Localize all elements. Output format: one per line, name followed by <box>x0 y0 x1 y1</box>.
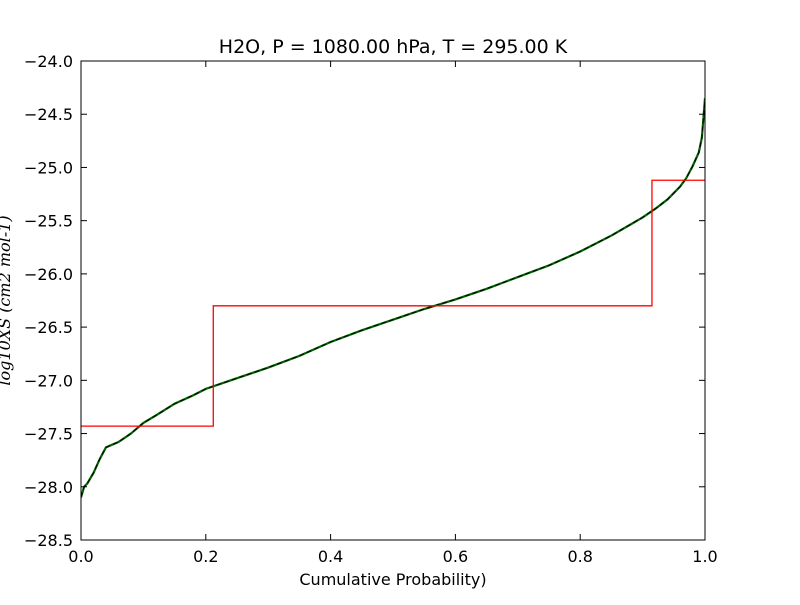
x-tick-label: 0.0 <box>68 547 93 566</box>
y-tick-label: −27.5 <box>24 425 73 444</box>
y-axis-title: log10XS (cm2 mol-1) <box>0 215 14 385</box>
series-step-1 <box>81 179 705 427</box>
y-tick-label: −28.5 <box>24 531 73 550</box>
y-tick-label: −28.0 <box>24 478 73 497</box>
x-axis-ticks: 0.0 0.2 0.4 0.6 0.8 1.0 <box>68 61 718 566</box>
x-tick-label: 1.0 <box>692 547 717 566</box>
y-tick-label: −27.0 <box>24 371 73 390</box>
y-tick-label: −24.5 <box>24 105 73 124</box>
x-tick-label: 0.2 <box>193 547 218 566</box>
plot-area <box>80 60 706 541</box>
series-line-0-overlay <box>81 98 705 498</box>
y-axis-ticks: −24.0 −24.5 −25.0 −25.5 −26.0 −26.5 −27.0 −27.5… <box>24 52 705 550</box>
y-tick-label: −26.5 <box>24 318 73 337</box>
x-tick-label: 0.4 <box>318 547 343 566</box>
x-axis-title: Cumulative Probability) <box>299 570 486 589</box>
y-tick-label: −24.0 <box>24 52 73 71</box>
series-line-0 <box>81 98 705 498</box>
y-tick-label: −25.5 <box>24 212 73 231</box>
plot-frame <box>80 60 706 541</box>
chart-title: H2O, P = 1080.00 hPa, T = 295.00 K <box>219 36 568 58</box>
y-tick-label: −26.0 <box>24 265 73 284</box>
y-tick-label: −25.0 <box>24 158 73 177</box>
x-tick-label: 0.6 <box>443 547 468 566</box>
x-tick-label: 0.8 <box>567 547 592 566</box>
